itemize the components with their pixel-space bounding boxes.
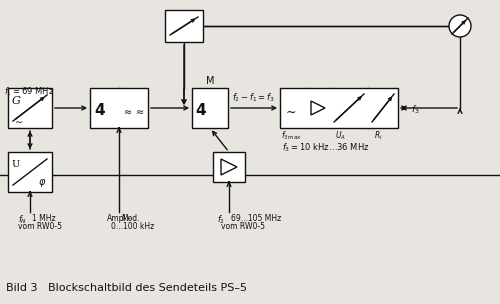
Bar bbox=[280, 88, 398, 128]
Circle shape bbox=[449, 15, 471, 37]
Text: $f_2$: $f_2$ bbox=[217, 214, 225, 226]
Text: G: G bbox=[12, 96, 21, 106]
Text: vom RW0-5: vom RW0-5 bbox=[18, 222, 62, 231]
Text: 69...105 MHz: 69...105 MHz bbox=[231, 214, 281, 223]
Text: $f_2-f_1=f_3$: $f_2-f_1=f_3$ bbox=[232, 92, 274, 105]
Text: $\sim$: $\sim$ bbox=[283, 105, 296, 118]
Text: $\varphi$: $\varphi$ bbox=[38, 177, 46, 189]
Bar bbox=[8, 88, 52, 128]
Bar bbox=[165, 10, 203, 42]
Text: vom RW0-5: vom RW0-5 bbox=[221, 222, 265, 231]
Text: $U_A$: $U_A$ bbox=[335, 129, 346, 141]
Bar bbox=[90, 88, 148, 128]
Text: Mod.: Mod. bbox=[121, 214, 140, 223]
Text: $f_1 = 69$ MHz: $f_1 = 69$ MHz bbox=[4, 86, 54, 98]
Text: $\mathbf{4}$: $\mathbf{4}$ bbox=[94, 102, 106, 118]
Text: $\mathbf{4}$: $\mathbf{4}$ bbox=[195, 102, 207, 118]
Text: $f_3$: $f_3$ bbox=[411, 104, 420, 116]
Text: U: U bbox=[12, 160, 20, 169]
Text: 0...100 kHz: 0...100 kHz bbox=[111, 222, 154, 231]
Bar bbox=[192, 88, 228, 128]
Text: 1 MHz: 1 MHz bbox=[32, 214, 56, 223]
Text: $\approx\approx$: $\approx\approx$ bbox=[122, 106, 145, 116]
Text: $\sim$: $\sim$ bbox=[13, 115, 24, 125]
Bar bbox=[213, 152, 245, 182]
Text: $f_N$: $f_N$ bbox=[18, 214, 27, 226]
Text: $f_{3\,\mathrm{max}}$: $f_{3\,\mathrm{max}}$ bbox=[281, 129, 301, 141]
Text: M: M bbox=[206, 76, 214, 86]
Text: Bild 3   Blockschaltbild des Sendeteils PS–5: Bild 3 Blockschaltbild des Sendeteils PS… bbox=[6, 283, 247, 293]
Text: $f_3 = 10\ \mathrm{kHz}\ldots 36\ \mathrm{MHz}$: $f_3 = 10\ \mathrm{kHz}\ldots 36\ \mathr… bbox=[282, 142, 370, 154]
Bar bbox=[8, 152, 52, 192]
Text: $R_i$: $R_i$ bbox=[374, 129, 383, 141]
Text: Ampl.-: Ampl.- bbox=[107, 214, 132, 223]
